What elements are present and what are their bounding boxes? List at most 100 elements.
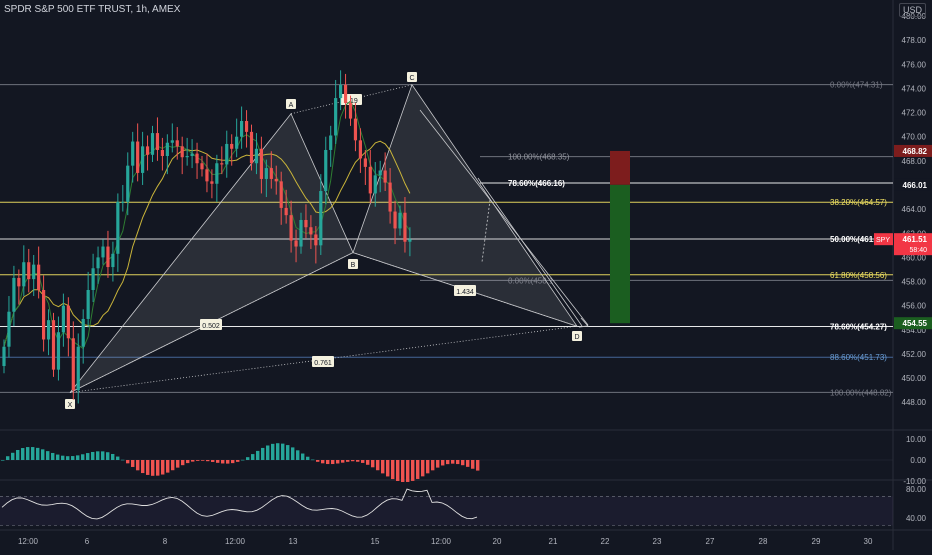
macd-bar xyxy=(271,443,275,460)
macd-bar xyxy=(311,459,315,461)
macd-bar xyxy=(341,460,345,463)
macd-bar xyxy=(136,460,140,471)
price-tick: 476.00 xyxy=(902,60,927,69)
candle xyxy=(383,170,387,183)
macd-tick: 10.00 xyxy=(906,435,927,444)
candle xyxy=(314,234,318,246)
candle xyxy=(289,215,293,241)
macd-bar xyxy=(151,460,155,476)
rsi-tick: 80.00 xyxy=(906,485,927,494)
macd-bar xyxy=(436,460,440,468)
macd-bar xyxy=(101,451,105,460)
macd-bar xyxy=(36,447,40,460)
price-tick: 458.00 xyxy=(902,278,927,287)
price-tick: 468.00 xyxy=(902,157,927,166)
candle xyxy=(220,163,224,165)
macd-bar xyxy=(191,460,195,462)
candle xyxy=(96,257,100,269)
target-price-badge: 454.55 xyxy=(903,319,928,328)
macd-bar xyxy=(91,451,95,460)
candle xyxy=(46,320,51,340)
candle xyxy=(353,118,358,141)
macd-bar xyxy=(166,460,170,473)
entry-price-badge-bg xyxy=(894,178,932,191)
macd-bar xyxy=(471,460,475,469)
macd-bar xyxy=(301,453,305,460)
macd-histogram xyxy=(1,443,480,482)
candle xyxy=(373,175,377,194)
macd-bar xyxy=(181,460,185,466)
currency-button[interactable]: USD xyxy=(898,3,926,17)
macd-bar xyxy=(336,460,340,464)
macd-bar xyxy=(11,452,15,460)
macd-bar xyxy=(111,453,115,460)
candle xyxy=(279,181,283,208)
macd-bar xyxy=(321,460,325,464)
ratio-label: 0.502 xyxy=(202,323,220,330)
macd-bar xyxy=(386,460,390,477)
candle xyxy=(304,219,308,228)
candle xyxy=(240,121,244,137)
candle xyxy=(244,121,249,132)
macd-bar xyxy=(331,460,335,465)
macd-bar xyxy=(156,460,160,476)
macd-bar xyxy=(21,448,25,460)
candle xyxy=(17,277,21,287)
pattern-point-label: A xyxy=(289,102,294,109)
ratio-label-bg xyxy=(454,285,476,296)
macd-bar xyxy=(206,460,210,462)
macd-bar xyxy=(326,460,330,465)
candle xyxy=(66,305,70,339)
symbol-tag-bg xyxy=(874,233,893,246)
last-price-badge: 461.51 xyxy=(903,235,928,244)
candle xyxy=(235,136,239,149)
candle xyxy=(388,182,392,212)
stop-price-badge: 468.82 xyxy=(903,147,928,156)
macd-bar xyxy=(451,460,455,464)
candle xyxy=(111,253,115,268)
macd-bar xyxy=(31,447,35,460)
candle xyxy=(145,146,150,155)
candles-group xyxy=(2,70,412,404)
macd-bar xyxy=(236,460,240,462)
candle xyxy=(334,98,338,136)
stop-price-badge-bg xyxy=(894,144,932,157)
time-tick: 13 xyxy=(289,537,298,546)
pattern-point-bg xyxy=(348,259,358,269)
last-price-badge-bg xyxy=(894,233,932,256)
macd-bar xyxy=(186,460,190,464)
macd-bar xyxy=(456,460,460,465)
candle xyxy=(299,219,303,247)
candle xyxy=(185,156,189,158)
projection-arrow xyxy=(477,177,583,327)
macd-bar xyxy=(461,460,465,466)
macd-bar xyxy=(306,456,310,460)
candle xyxy=(215,163,219,184)
time-tick: 30 xyxy=(864,537,873,546)
macd-bar xyxy=(46,451,50,460)
candle xyxy=(126,165,130,202)
fib-level-label: 38.20%(464.57) xyxy=(830,198,887,207)
fib-level-label: 78.60%(466.16) xyxy=(508,179,565,188)
target-price-badge-bg xyxy=(894,317,932,330)
macd-bar xyxy=(406,460,410,482)
macd-bar xyxy=(351,460,355,462)
candle xyxy=(42,289,46,340)
stop-loss-zone xyxy=(610,150,630,185)
pattern-point-bg xyxy=(65,399,75,409)
candle xyxy=(37,264,41,290)
macd-bar xyxy=(121,459,125,461)
price-tick: 454.00 xyxy=(902,326,927,335)
macd-tick: -10.00 xyxy=(903,477,926,486)
fib-level-label: 61.80%(458.56) xyxy=(830,271,887,280)
candle xyxy=(180,146,184,158)
pattern-point-bg xyxy=(572,331,582,341)
candle xyxy=(264,168,268,179)
macd-bar xyxy=(221,460,225,464)
candle xyxy=(7,311,11,347)
macd-bar xyxy=(171,460,175,471)
time-tick: 8 xyxy=(163,537,168,546)
macd-bar xyxy=(441,460,445,466)
